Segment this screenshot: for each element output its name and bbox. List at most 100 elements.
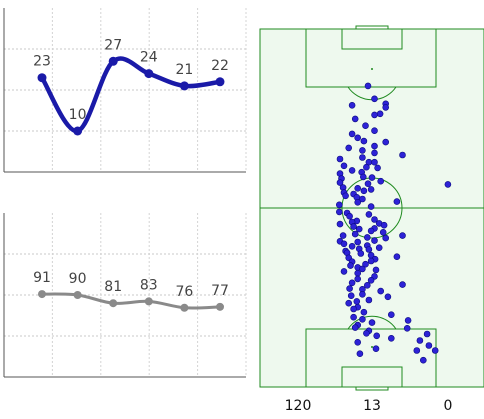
- shot-point-112: [388, 311, 395, 319]
- shot-point-102: [377, 287, 384, 295]
- shot-point-129: [413, 347, 421, 354]
- shot-point-118: [351, 324, 359, 331]
- shot-point-77: [365, 246, 373, 253]
- shot-point-72: [340, 240, 348, 248]
- shot-point-80: [357, 250, 365, 257]
- data-point-1: [73, 126, 83, 136]
- plot-area: 91 90 81 83 76 77: [3, 213, 247, 378]
- shot-point-20: [336, 155, 344, 163]
- shot-point-96: [367, 277, 375, 284]
- data-point-5: [215, 77, 225, 87]
- shot-point-18: [399, 151, 406, 159]
- goal-bottom: [355, 386, 389, 391]
- shot-point-106: [365, 296, 373, 304]
- shot-point-130: [431, 347, 439, 354]
- data-point-4: [179, 81, 189, 91]
- data-label-2: 27: [104, 37, 122, 53]
- shot-point-88: [347, 262, 354, 269]
- shot-point-19: [359, 154, 366, 161]
- shot-point-65: [339, 232, 347, 239]
- shot-point-126: [354, 338, 361, 346]
- shot-point-8: [362, 122, 369, 129]
- shot-point-66: [399, 232, 406, 239]
- shot-point-122: [423, 330, 431, 338]
- shot-point-87: [362, 260, 369, 268]
- penalty-spot-bottom: [371, 346, 373, 348]
- data-label-0: 91: [33, 270, 51, 286]
- shot-point-34: [364, 180, 372, 187]
- shot-point-63: [379, 229, 387, 236]
- shot-point-30: [368, 174, 376, 181]
- data-point-1: [73, 291, 82, 299]
- shot-point-125: [416, 337, 424, 344]
- shot-point-47: [336, 201, 343, 209]
- shot-point-29: [360, 173, 367, 181]
- shot-point-7: [371, 111, 378, 119]
- shot-point-42: [342, 192, 349, 200]
- data-point-5: [216, 302, 224, 311]
- shot-point-58: [380, 221, 388, 229]
- data-point-3: [144, 69, 154, 79]
- shot-point-3: [348, 102, 356, 109]
- shot-point-105: [384, 293, 392, 301]
- shot-point-9: [371, 127, 378, 134]
- shot-point-107: [353, 298, 361, 305]
- shot-point-127: [425, 342, 433, 349]
- shot-point-114: [359, 315, 366, 323]
- shot-point-90: [359, 265, 366, 273]
- count-left: 120: [284, 398, 312, 414]
- shot-point-24: [363, 163, 370, 171]
- penalty-spot-top: [371, 68, 373, 70]
- shot-point-85: [367, 257, 375, 265]
- shot-point-5: [376, 110, 384, 118]
- shot-point-110: [350, 305, 357, 313]
- shot-point-16: [359, 147, 366, 154]
- data-label-4: 21: [175, 62, 193, 78]
- shot-point-103: [359, 290, 366, 298]
- shot-point-37: [354, 185, 361, 192]
- shot-point-52: [346, 212, 353, 220]
- shot-point-22: [371, 158, 378, 166]
- shot-point-82: [393, 253, 401, 260]
- shot-point-11: [354, 134, 361, 142]
- plot-area: 23 10 27 24 21 22: [3, 8, 247, 173]
- data-label-1: 10: [69, 107, 87, 123]
- shot-point-61: [355, 225, 363, 233]
- shot-point-92: [340, 268, 348, 275]
- shot-point-124: [388, 334, 395, 342]
- shot-point-69: [371, 237, 378, 244]
- shot-point-57: [336, 220, 344, 228]
- shot-point-113: [350, 313, 357, 321]
- shot-point-108: [345, 299, 352, 307]
- shot-point-49: [336, 208, 343, 216]
- line-chart-bottom: 91 90 81 83 76 77: [3, 213, 247, 378]
- shot-point-53: [371, 216, 378, 223]
- goal-top: [355, 25, 389, 30]
- shot-point-131: [356, 350, 364, 358]
- shot-point-74: [348, 243, 356, 250]
- shot-point-46: [354, 199, 361, 206]
- count-right: 0: [443, 398, 453, 414]
- shot-point-115: [404, 317, 412, 324]
- data-point-4: [180, 303, 189, 312]
- data-label-4: 76: [175, 284, 193, 300]
- shot-point-121: [363, 329, 370, 337]
- shot-point-36: [444, 181, 452, 188]
- data-label-3: 24: [140, 50, 158, 66]
- shot-point-98: [399, 281, 406, 288]
- data-point-3: [144, 297, 153, 306]
- shot-point-71: [354, 238, 361, 246]
- shot-point-95: [354, 275, 361, 283]
- shot-point-12: [360, 137, 368, 145]
- shot-point-38: [367, 186, 375, 193]
- data-label-1: 90: [69, 271, 87, 287]
- shot-point-100: [346, 285, 353, 292]
- shot-point-119: [403, 324, 411, 332]
- shot-point-68: [382, 234, 389, 242]
- shot-point-128: [372, 345, 380, 353]
- shot-point-91: [372, 266, 380, 274]
- data-point-2: [109, 299, 118, 308]
- shot-point-39: [360, 187, 368, 195]
- shot-point-32: [377, 177, 384, 185]
